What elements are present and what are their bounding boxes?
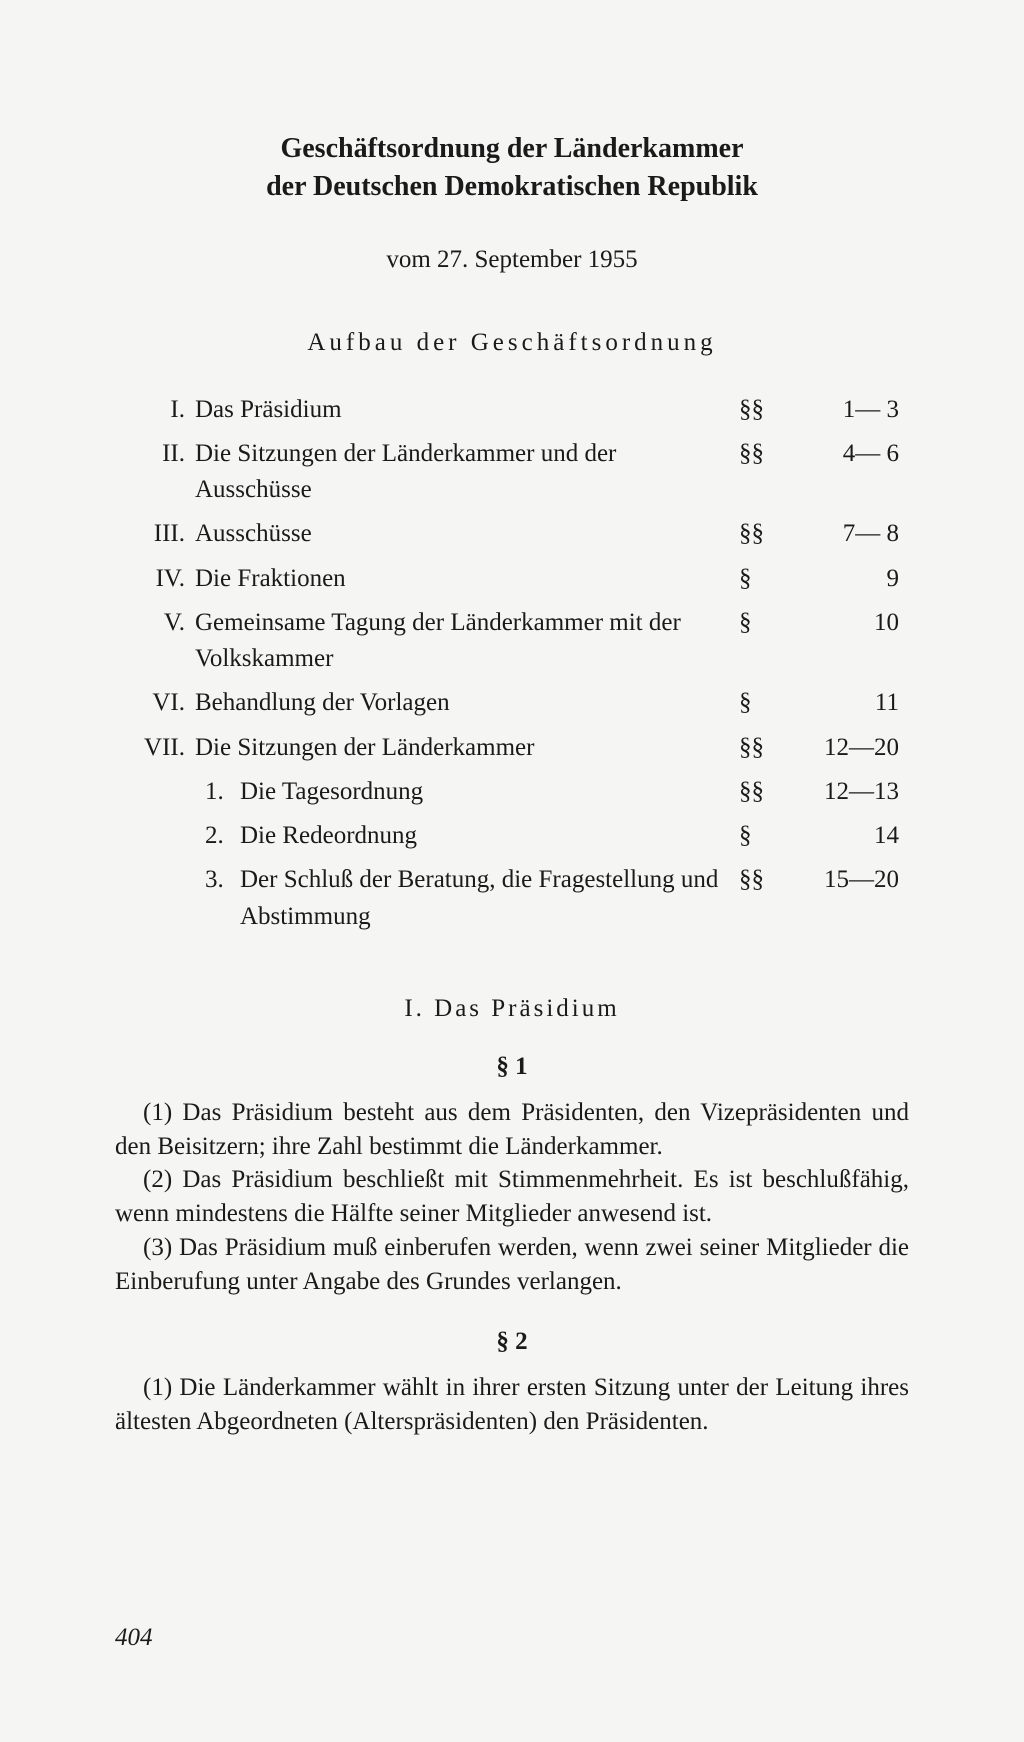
toc-ref-range: 14 <box>784 818 899 854</box>
toc-number: IV. <box>125 561 195 597</box>
toc-label: Das Präsidium <box>195 392 739 428</box>
toc-reference: §§ 7— 8 <box>739 516 899 552</box>
toc-sub-row: 3. Der Schluß der Beratung, die Frageste… <box>125 862 899 935</box>
toc-ref-range: 12—13 <box>784 774 899 810</box>
toc-sub-label: Der Schluß der Beratung, die Fragestellu… <box>240 862 739 935</box>
toc-sub-number: 3. <box>205 862 240 898</box>
toc-ref-symbol: §§ <box>739 436 784 472</box>
paragraph-heading: § 2 <box>115 1328 909 1356</box>
toc-label: Ausschüsse <box>195 516 739 552</box>
toc-ref-symbol: § <box>739 561 784 597</box>
toc-ref-range: 4— 6 <box>784 436 899 472</box>
toc-number: V. <box>125 605 195 641</box>
toc-number: II. <box>125 436 195 472</box>
title-line-2: der Deutschen Demokratischen Republik <box>115 168 909 206</box>
toc-reference: § 11 <box>739 685 899 721</box>
toc-reference: § 10 <box>739 605 899 641</box>
paragraph-text: (3) Das Präsidium muß einberufen werden,… <box>115 1231 909 1299</box>
toc-row: VI. Behandlung der Vorlagen § 11 <box>125 685 899 721</box>
toc-ref-range: 7— 8 <box>784 516 899 552</box>
toc-reference: §§ 1— 3 <box>739 392 899 428</box>
toc-ref-symbol: §§ <box>739 730 784 766</box>
toc-reference: §§ 4— 6 <box>739 436 899 472</box>
toc-ref-symbol: § <box>739 818 784 854</box>
table-of-contents: I. Das Präsidium §§ 1— 3 II. Die Sitzung… <box>115 392 909 935</box>
toc-sub-label: Die Tagesordnung <box>240 774 739 810</box>
toc-number: I. <box>125 392 195 428</box>
toc-number: III. <box>125 516 195 552</box>
toc-row: V. Gemeinsame Tagung der Länderkammer mi… <box>125 605 899 678</box>
toc-row: III. Ausschüsse §§ 7— 8 <box>125 516 899 552</box>
toc-ref-symbol: §§ <box>739 516 784 552</box>
toc-heading: Aufbau der Geschäftsordnung <box>115 329 909 357</box>
toc-reference: § 14 <box>739 818 899 854</box>
toc-ref-range: 12—20 <box>784 730 899 766</box>
toc-number: VI. <box>125 685 195 721</box>
document-date: vom 27. September 1955 <box>115 246 909 274</box>
toc-ref-range: 11 <box>784 685 899 721</box>
toc-sub-row: 2. Die Redeordnung § 14 <box>125 818 899 854</box>
paragraph-text: (2) Das Präsidium beschließt mit Stimmen… <box>115 1163 909 1231</box>
toc-ref-range: 10 <box>784 605 899 641</box>
toc-number: VII. <box>125 730 195 766</box>
paragraph-block: § 1 (1) Das Präsidium besteht aus dem Pr… <box>115 1053 909 1299</box>
toc-row: IV. Die Fraktionen § 9 <box>125 561 899 597</box>
toc-ref-symbol: §§ <box>739 862 784 898</box>
toc-sub-number: 2. <box>205 818 240 854</box>
toc-ref-symbol: §§ <box>739 774 784 810</box>
toc-label: Die Sitzungen der Länderkammer <box>195 730 739 766</box>
toc-sub-row: 1. Die Tagesordnung §§ 12—13 <box>125 774 899 810</box>
toc-reference: §§ 12—13 <box>739 774 899 810</box>
page-number: 404 <box>115 1624 153 1652</box>
toc-row: II. Die Sitzungen der Länderkammer und d… <box>125 436 899 509</box>
paragraph-block: § 2 (1) Die Länderkammer wählt in ihrer … <box>115 1328 909 1439</box>
toc-sub-label: Die Redeordnung <box>240 818 739 854</box>
toc-row: I. Das Präsidium §§ 1— 3 <box>125 392 899 428</box>
toc-sub-number: 1. <box>205 774 240 810</box>
toc-reference: §§ 12—20 <box>739 730 899 766</box>
toc-ref-symbol: §§ <box>739 392 784 428</box>
toc-label: Die Sitzungen der Länderkammer und der A… <box>195 436 739 509</box>
section-heading: I. Das Präsidium <box>115 995 909 1023</box>
toc-ref-range: 1— 3 <box>784 392 899 428</box>
toc-row: VII. Die Sitzungen der Länderkammer §§ 1… <box>125 730 899 766</box>
toc-ref-symbol: § <box>739 605 784 641</box>
toc-ref-range: 9 <box>784 561 899 597</box>
toc-reference: §§ 15—20 <box>739 862 899 898</box>
toc-label: Die Fraktionen <box>195 561 739 597</box>
toc-ref-range: 15—20 <box>784 862 899 898</box>
title-line-1: Geschäftsordnung der Länderkammer <box>115 130 909 168</box>
toc-ref-symbol: § <box>739 685 784 721</box>
paragraph-text: (1) Das Präsidium besteht aus dem Präsid… <box>115 1096 909 1164</box>
paragraph-text: (1) Die Länderkammer wählt in ihrer erst… <box>115 1371 909 1439</box>
toc-label: Gemeinsame Tagung der Länderkammer mit d… <box>195 605 739 678</box>
paragraph-heading: § 1 <box>115 1053 909 1081</box>
toc-label: Behandlung der Vorlagen <box>195 685 739 721</box>
document-title: Geschäftsordnung der Länderkammer der De… <box>115 130 909 206</box>
toc-reference: § 9 <box>739 561 899 597</box>
